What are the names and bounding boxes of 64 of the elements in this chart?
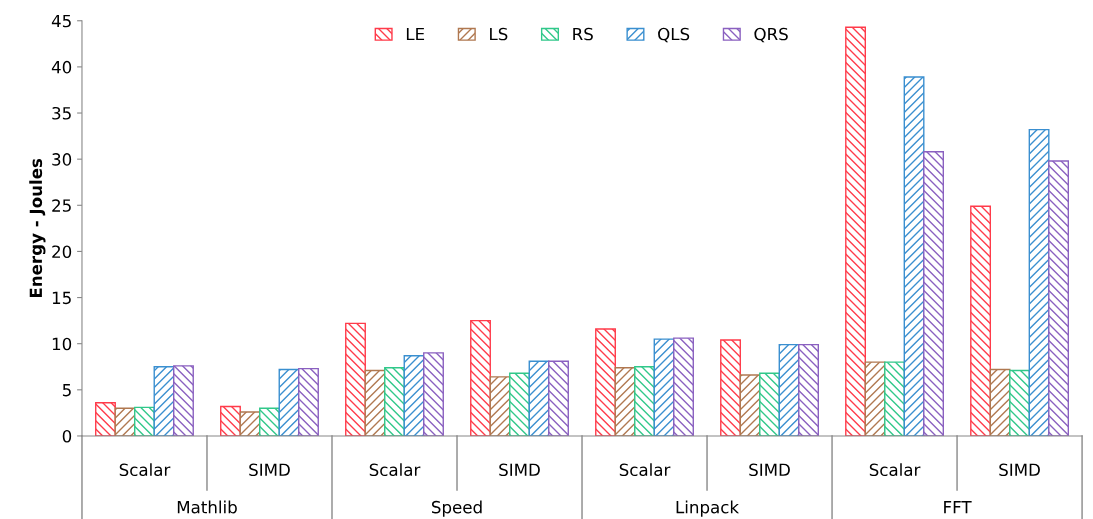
text: FFT [944,501,972,514]
bar [298,367,319,436]
bar [220,405,241,436]
y-tick-label: 5 [62,384,71,397]
x-tick-label: Scalar [869,463,921,477]
bar [1028,128,1050,436]
bar [845,26,866,436]
bar [634,366,655,436]
y-tick-label: 30 [52,153,72,166]
bar [884,361,905,436]
bar [548,360,569,436]
y-tick-label: 0 [62,429,72,443]
bar [970,205,992,436]
bar [470,319,491,436]
bar [345,322,366,436]
bar [134,406,155,436]
bar [798,343,819,436]
y-axis-title: Energy - Joules [29,158,46,298]
bar [423,352,444,436]
bar [259,407,280,436]
bar [673,337,694,436]
y-tick-label: 35 [52,106,71,120]
bar [95,402,116,436]
bar [923,151,945,436]
bar [614,366,636,436]
bar [778,343,800,436]
bar [403,354,425,436]
y-tick-label: 20 [52,245,72,258]
x-tick-label: Scalar [369,463,421,477]
x-tick-label: Scalar [619,463,671,477]
x-tick-label: SIMD [249,463,290,477]
y-tick-label: 25 [52,199,71,212]
y-tick-label: 45 [51,14,71,28]
legend-label: QLS [658,27,690,43]
y-tick-label: 10 [52,337,72,351]
bar [653,338,675,436]
bar [595,328,616,436]
bar [720,339,741,436]
legend-label: QRS [754,27,788,43]
bar [509,372,530,436]
text: Linpack [676,500,740,517]
text: Speed [431,500,482,517]
bar [173,365,194,436]
legend-label: LS [490,27,508,41]
x-tick-label: Scalar [119,463,171,477]
legend-label: LE [406,27,425,41]
bar [739,374,761,436]
y-tick-label: 40 [51,60,72,74]
bar [864,361,886,436]
bar [1009,369,1031,436]
text: Mathlib [177,500,237,514]
bar [384,366,405,436]
bar [989,368,1011,436]
bar [903,76,925,436]
bar [1048,160,1070,436]
x-tick-label: SIMD [999,463,1040,477]
bar [759,372,780,436]
bar [153,366,175,436]
bar [278,368,300,436]
bar [489,376,511,436]
x-tick-label: SIMD [499,463,540,477]
y-tick-label: 15 [52,291,71,305]
x-tick-label: SIMD [749,463,790,477]
legend-label: RS [573,27,593,41]
